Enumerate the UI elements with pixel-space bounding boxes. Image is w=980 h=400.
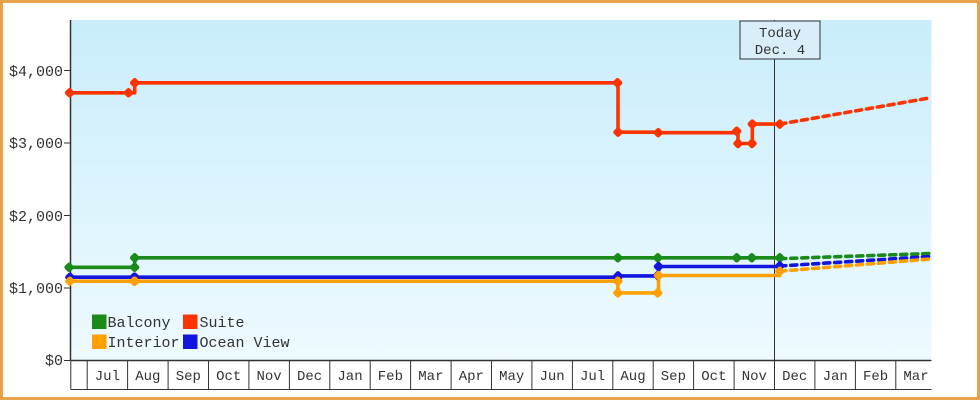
svg-text:Today: Today [759, 26, 801, 42]
svg-text:Mar: Mar [903, 369, 928, 385]
svg-text:Jan: Jan [337, 369, 362, 385]
svg-text:Jan: Jan [823, 369, 848, 385]
svg-text:$2,000: $2,000 [9, 209, 63, 226]
svg-text:Sep: Sep [176, 369, 201, 385]
svg-text:May: May [499, 369, 524, 385]
svg-text:Interior: Interior [108, 335, 180, 352]
svg-text:Nov: Nov [256, 369, 281, 385]
svg-text:$3,000: $3,000 [9, 136, 63, 153]
svg-text:$1,000: $1,000 [9, 281, 63, 298]
svg-text:Aug: Aug [620, 369, 645, 385]
svg-text:Aug: Aug [135, 369, 160, 385]
svg-text:Jul: Jul [580, 369, 605, 385]
svg-text:Sep: Sep [661, 369, 686, 385]
svg-text:Oct: Oct [216, 369, 241, 385]
svg-text:Jun: Jun [539, 369, 564, 385]
svg-text:Suite: Suite [200, 315, 245, 332]
svg-text:Dec: Dec [297, 369, 322, 385]
svg-text:$0: $0 [45, 353, 63, 370]
svg-text:Jul: Jul [95, 369, 120, 385]
svg-text:Mar: Mar [418, 369, 443, 385]
svg-text:Apr: Apr [459, 369, 484, 385]
svg-text:Balcony: Balcony [108, 315, 171, 332]
svg-text:Feb: Feb [378, 369, 403, 385]
svg-text:Nov: Nov [742, 369, 767, 385]
svg-text:Dec. 4: Dec. 4 [755, 43, 805, 59]
svg-text:$4,000: $4,000 [9, 64, 63, 81]
svg-text:Dec: Dec [782, 369, 807, 385]
svg-text:Ocean View: Ocean View [200, 335, 290, 352]
svg-text:Oct: Oct [701, 369, 726, 385]
svg-text:Feb: Feb [863, 369, 888, 385]
